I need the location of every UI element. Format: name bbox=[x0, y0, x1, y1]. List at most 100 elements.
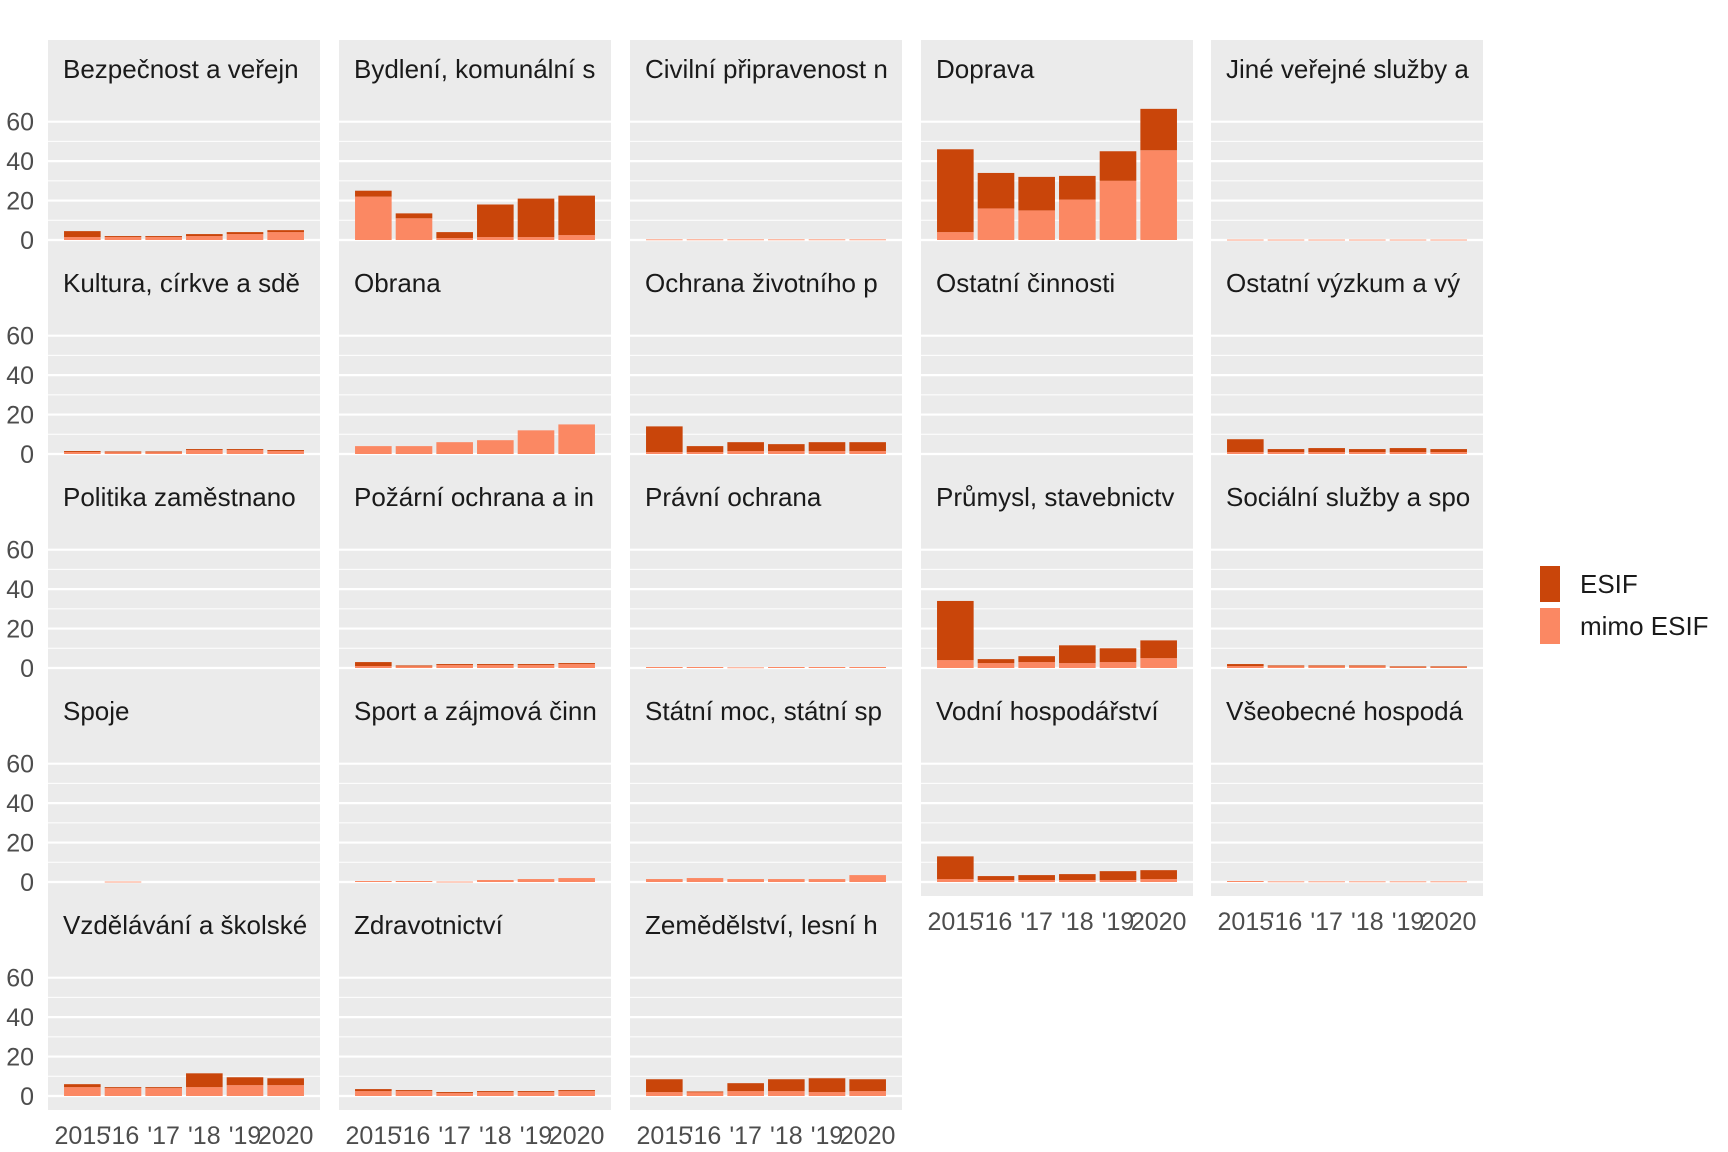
bar-mimo-esif bbox=[768, 879, 805, 882]
y-tick-label: 0 bbox=[20, 869, 34, 897]
bar-esif bbox=[1308, 665, 1345, 667]
facet-panel: Průmysl, stavebnictv bbox=[921, 468, 1193, 682]
bar-mimo-esif bbox=[727, 667, 764, 669]
bar-mimo-esif bbox=[1018, 662, 1055, 668]
bar-mimo-esif bbox=[1227, 452, 1264, 454]
x-tick-label: '17 bbox=[147, 1122, 180, 1150]
bar-esif bbox=[226, 1077, 264, 1086]
bar-esif bbox=[1018, 875, 1055, 881]
bar-mimo-esif bbox=[226, 1085, 264, 1096]
plot-background bbox=[48, 522, 320, 682]
x-tick-label: 2020 bbox=[549, 1122, 605, 1150]
facet-panel: Sport a zájmová činn bbox=[339, 682, 611, 896]
bar-mimo-esif bbox=[1430, 452, 1467, 454]
x-tick-label: 2020 bbox=[1131, 908, 1187, 936]
bar-esif bbox=[1099, 648, 1137, 663]
bar-esif bbox=[104, 236, 142, 238]
facet-panel: Vzdělávání a školské 0 20 40 60 2015'16'17 '18… bbox=[6, 896, 320, 1150]
facet-strip bbox=[630, 254, 902, 308]
facet-strip bbox=[1211, 40, 1483, 94]
bar-esif bbox=[1430, 666, 1467, 668]
x-tick-label: '19 bbox=[229, 1122, 262, 1150]
x-tick-label: '16 bbox=[398, 1122, 431, 1150]
bar-esif bbox=[768, 1079, 805, 1092]
bar-esif bbox=[646, 426, 683, 453]
bar-mimo-esif bbox=[355, 881, 392, 882]
facet-strip bbox=[339, 468, 611, 522]
bar-mimo-esif bbox=[1059, 880, 1096, 882]
bar-esif bbox=[477, 204, 514, 238]
bar-mimo-esif bbox=[355, 666, 392, 668]
bar-mimo-esif bbox=[436, 881, 473, 883]
x-tick-label: 2015 bbox=[1218, 908, 1274, 936]
bar-esif bbox=[64, 451, 101, 453]
facet-strip bbox=[339, 40, 611, 94]
bar-mimo-esif bbox=[1308, 239, 1345, 241]
facet-strip bbox=[630, 468, 902, 522]
bar-mimo-esif bbox=[646, 239, 683, 241]
bar-mimo-esif bbox=[1430, 667, 1467, 668]
facet-strip bbox=[1211, 468, 1483, 522]
bar-esif bbox=[558, 195, 595, 236]
plot-background bbox=[630, 736, 902, 896]
bar-esif bbox=[808, 1078, 846, 1093]
facet-panel: Politika zaměstnano 0 20 40 60 bbox=[6, 468, 320, 683]
facet-strip bbox=[1211, 682, 1483, 736]
bar-esif bbox=[395, 1090, 433, 1092]
facet-title: Ostatní výzkum a vý bbox=[1226, 268, 1460, 298]
bar-mimo-esif bbox=[646, 1092, 683, 1096]
plot-background bbox=[339, 522, 611, 682]
bar-mimo-esif bbox=[517, 1092, 555, 1096]
bar-mimo-esif bbox=[686, 878, 724, 882]
bar-esif bbox=[145, 236, 182, 238]
bar-mimo-esif bbox=[145, 452, 182, 454]
bar-mimo-esif bbox=[937, 660, 974, 668]
y-tick-label: 40 bbox=[6, 790, 34, 818]
x-tick-label: '18 bbox=[770, 1122, 803, 1150]
bar-mimo-esif bbox=[808, 239, 846, 241]
plot-background bbox=[48, 736, 320, 896]
bar-mimo-esif bbox=[145, 237, 182, 240]
bar-mimo-esif bbox=[517, 879, 555, 882]
bar-mimo-esif bbox=[477, 665, 514, 668]
bar-esif bbox=[849, 1079, 886, 1092]
facet-strip bbox=[1211, 254, 1483, 308]
bar-mimo-esif bbox=[1308, 452, 1345, 454]
bar-mimo-esif bbox=[937, 879, 974, 882]
bar-esif bbox=[1227, 664, 1264, 667]
bar-mimo-esif bbox=[768, 1091, 805, 1096]
bar-mimo-esif bbox=[1267, 239, 1305, 241]
bar-mimo-esif bbox=[517, 237, 555, 240]
bar-mimo-esif bbox=[686, 239, 724, 241]
facet-title: Bydlení, komunální s bbox=[354, 54, 595, 84]
x-tick-label: '19 bbox=[1392, 908, 1425, 936]
bar-esif bbox=[186, 449, 223, 451]
facet-panel: Bydlení, komunální s bbox=[339, 40, 611, 254]
legend-label: ESIF bbox=[1580, 569, 1638, 599]
bar-esif bbox=[436, 232, 473, 239]
bar-mimo-esif bbox=[727, 239, 764, 241]
bar-esif bbox=[646, 1079, 683, 1093]
x-tick-label: 2015 bbox=[637, 1122, 693, 1150]
bar-mimo-esif bbox=[1140, 879, 1177, 882]
facet-title: Všeobecné hospodá bbox=[1226, 696, 1464, 726]
y-tick-label: 40 bbox=[6, 1004, 34, 1032]
bar-esif bbox=[267, 1078, 304, 1086]
bar-esif bbox=[355, 662, 392, 667]
x-tick-label: '17 bbox=[1310, 908, 1343, 936]
bar-mimo-esif bbox=[186, 450, 223, 454]
bar-mimo-esif bbox=[849, 451, 886, 454]
facet-title: Kultura, církve a sdě bbox=[63, 268, 300, 298]
bar-esif bbox=[1018, 176, 1055, 211]
legend-swatch bbox=[1540, 608, 1560, 644]
bar-mimo-esif bbox=[977, 208, 1015, 240]
bar-esif bbox=[937, 856, 974, 880]
bar-mimo-esif bbox=[1099, 662, 1137, 668]
bar-mimo-esif bbox=[355, 446, 392, 454]
bar-esif bbox=[436, 664, 473, 666]
bar-esif bbox=[849, 442, 886, 452]
bar-mimo-esif bbox=[145, 1088, 182, 1096]
bar-esif bbox=[395, 665, 433, 667]
